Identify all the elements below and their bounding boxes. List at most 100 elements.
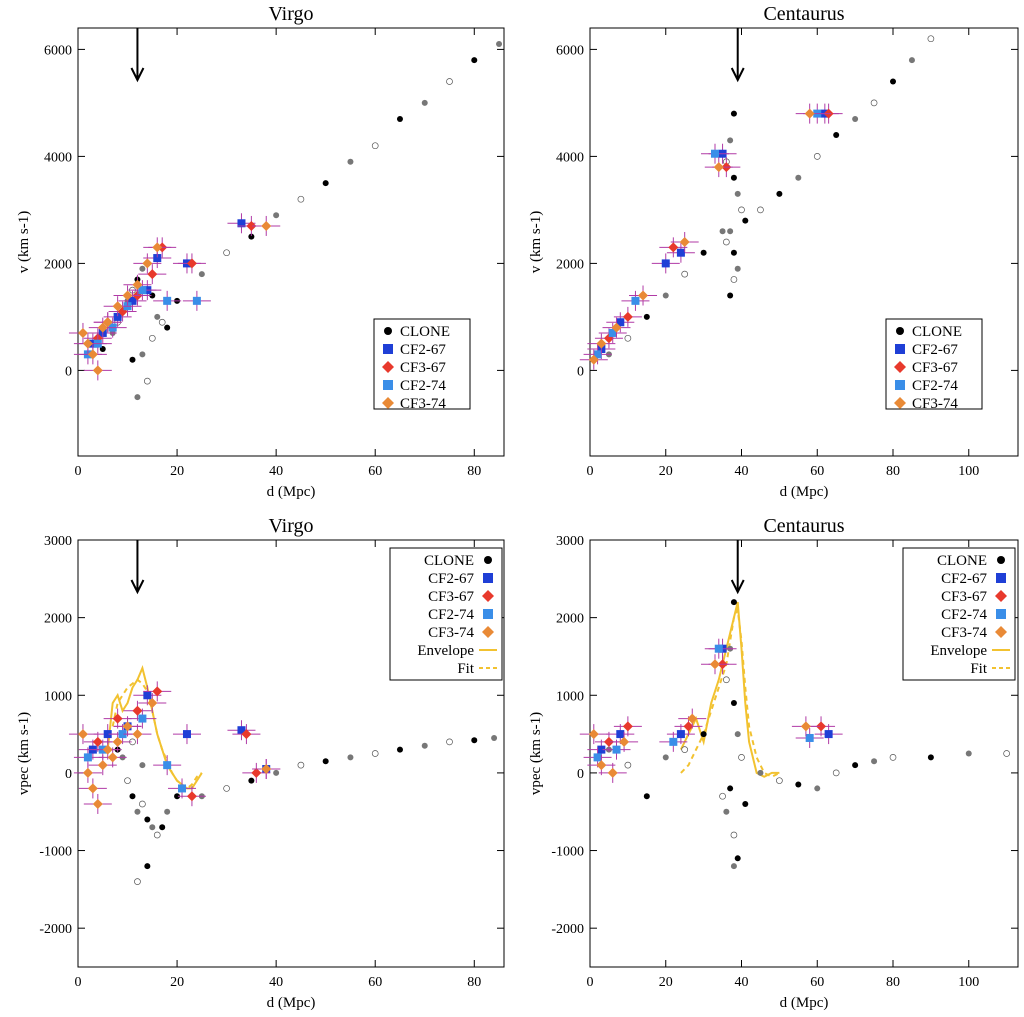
cf-square-point [824, 730, 833, 739]
cf-diamond-point [92, 798, 103, 809]
series-clone [605, 599, 1010, 870]
cf-diamond-point [683, 721, 694, 732]
clone-point [223, 249, 230, 257]
cf-diamond-point [102, 744, 113, 755]
panel-title: Virgo [268, 3, 313, 25]
cf-diamond-point [132, 705, 143, 716]
legend-marker-cf3-74 [482, 626, 494, 638]
clone-point [730, 110, 737, 117]
plot-frame [589, 27, 1019, 457]
clone-point [813, 153, 821, 160]
clone-point [852, 762, 859, 769]
arrow-head [130, 67, 145, 83]
clone-point [643, 793, 650, 800]
clone-point [129, 793, 136, 800]
clone-point [742, 800, 749, 807]
legend-marker-cf2-74 [996, 609, 1006, 619]
x-tick-label: 40 [269, 975, 283, 990]
y-tick-label: 2000 [556, 257, 584, 272]
legend-label: CF3-67 [912, 360, 958, 376]
legend-label: Fit [970, 661, 988, 677]
cf-diamond-point [186, 258, 197, 269]
clone-point [248, 777, 255, 784]
clone-point [889, 754, 897, 761]
y-tick-label: -1000 [551, 845, 584, 860]
envelope-line [106, 664, 203, 790]
cf-diamond-point [87, 349, 98, 360]
panel-title: Virgo [268, 515, 313, 537]
cf-diamond-point [112, 736, 123, 747]
cf-square-point [163, 761, 172, 770]
clone-point [738, 206, 745, 214]
cf-square-point [138, 714, 147, 723]
clone-point [624, 761, 632, 769]
cf-square-point [608, 328, 617, 337]
clone-point [730, 276, 738, 283]
clone-point [965, 750, 972, 757]
cf-diamond-point [97, 322, 108, 333]
legend-label: CF3-74 [912, 396, 958, 412]
plot-frame [589, 539, 1019, 968]
cf-diamond-point [800, 721, 811, 732]
legend-label: CF2-74 [400, 378, 446, 394]
clone-point [371, 750, 379, 757]
legend-marker-clone [997, 556, 1005, 564]
clone-point [198, 271, 205, 278]
clone-point [164, 324, 171, 331]
clone-point [776, 190, 783, 197]
cf-square-point [163, 296, 172, 305]
arrow-head [130, 579, 145, 595]
cf-square-point [661, 259, 670, 268]
clone-point [347, 158, 354, 165]
legend-marker-cf3-67 [995, 590, 1007, 602]
clone-point [890, 78, 897, 85]
clone-point [134, 878, 141, 885]
legend-label: CF2-67 [941, 571, 987, 587]
legend-marker-cf2-67 [383, 344, 393, 354]
clone-point [730, 831, 738, 839]
x-tick-label: 100 [958, 975, 979, 990]
cf-square-point [182, 730, 191, 739]
clone-point [491, 734, 498, 741]
x-axis-label: d (Mpc) [267, 484, 316, 500]
clone-point [139, 351, 146, 358]
legend-marker-cf2-74 [483, 609, 493, 619]
legend-label: CF2-74 [941, 607, 987, 623]
clone-point [149, 824, 156, 831]
clone-point [134, 394, 141, 401]
y-tick-label: 6000 [44, 43, 72, 58]
clone-point [734, 731, 741, 738]
cf-diamond-point [713, 162, 724, 173]
y-tick-label: 3000 [44, 534, 72, 549]
cf-square-point [83, 753, 92, 762]
clone-point [795, 174, 802, 181]
clone-point [814, 785, 821, 792]
y-tick-label: 4000 [556, 150, 584, 165]
cf-diamond-point [246, 220, 257, 231]
cf-diamond-point [77, 729, 88, 740]
series-cf3-74 [68, 215, 281, 381]
cf-square-point [237, 726, 246, 735]
cf-diamond-point [102, 317, 113, 328]
y-axis-label: v (km s-1) [16, 211, 32, 274]
cf-diamond-point [92, 365, 103, 376]
legend-label: CF3-67 [941, 589, 987, 605]
cf-square-point [631, 296, 640, 305]
clone-point [727, 292, 734, 299]
clone-point [124, 777, 131, 785]
cf-square-point [597, 745, 606, 754]
x-axis-label: d (Mpc) [780, 995, 829, 1011]
x-tick-label: 0 [75, 464, 82, 479]
y-tick-label: 2000 [44, 612, 72, 627]
cf-diamond-point [112, 713, 123, 724]
cf-diamond-point [142, 258, 153, 269]
clone-point [927, 754, 934, 761]
plot-frame [77, 539, 505, 968]
legend: CLONE CF2-67 CF3-67 CF2-74 CF3-74 [885, 318, 983, 412]
x-tick-label: 0 [587, 975, 594, 990]
cf-diamond-point [186, 791, 197, 802]
y-tick-label: 2000 [44, 257, 72, 272]
cf-square-point [676, 248, 685, 257]
y-tick-label: 0 [65, 767, 72, 782]
clone-point [730, 700, 737, 707]
